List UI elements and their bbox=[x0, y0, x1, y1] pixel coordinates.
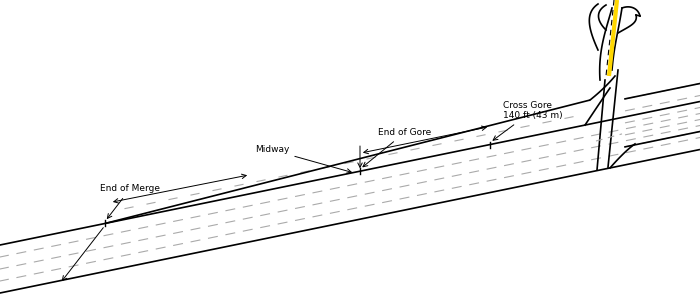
Text: End of Gore: End of Gore bbox=[363, 128, 431, 167]
Text: Midway: Midway bbox=[255, 145, 351, 173]
Text: End of Merge: End of Merge bbox=[100, 184, 160, 218]
Text: Cross Gore
140 ft (43 m): Cross Gore 140 ft (43 m) bbox=[493, 101, 563, 140]
